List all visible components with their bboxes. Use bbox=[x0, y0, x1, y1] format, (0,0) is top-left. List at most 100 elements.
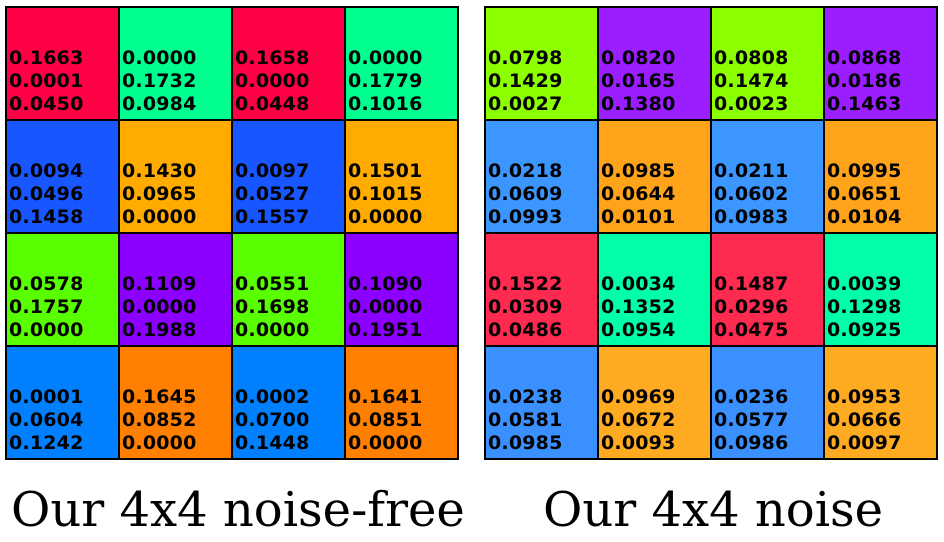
cell-value: 0.0496 bbox=[9, 183, 84, 205]
cell-value: 0.1663 bbox=[9, 47, 84, 69]
cell-value: 0.0984 bbox=[122, 93, 197, 115]
cell-value: 0.0000 bbox=[235, 70, 310, 92]
cell-value: 0.0527 bbox=[235, 183, 310, 205]
grid-cell: 0.0218 0.0609 0.0993 bbox=[485, 120, 598, 233]
cell-value: 0.0165 bbox=[601, 70, 676, 92]
grid-cell: 0.0000 0.1732 0.0984 bbox=[119, 7, 232, 120]
grid-cell: 0.0969 0.0672 0.0093 bbox=[598, 346, 711, 459]
cell-value: 0.0094 bbox=[9, 160, 84, 182]
cell-value: 0.0093 bbox=[601, 432, 676, 454]
cell-value: 0.0808 bbox=[714, 47, 789, 69]
cell-value: 0.0995 bbox=[827, 160, 902, 182]
cell-value: 0.0000 bbox=[9, 319, 84, 341]
cell-value: 0.0039 bbox=[827, 273, 902, 295]
cell-value: 0.1448 bbox=[235, 432, 310, 454]
cell-value: 0.1501 bbox=[348, 160, 423, 182]
cell-value: 0.0851 bbox=[348, 409, 423, 431]
grid-cell: 0.0868 0.0186 0.1463 bbox=[824, 7, 937, 120]
grid-cell: 0.1641 0.0851 0.0000 bbox=[345, 346, 458, 459]
grid-cell: 0.0578 0.1757 0.0000 bbox=[6, 233, 119, 346]
cell-value: 0.0953 bbox=[827, 386, 902, 408]
grid-cell: 0.0034 0.1352 0.0954 bbox=[598, 233, 711, 346]
cell-value: 0.1645 bbox=[122, 386, 197, 408]
noise-caption: Our 4x4 noise bbox=[543, 482, 884, 538]
cell-value: 0.0000 bbox=[348, 206, 423, 228]
grid-cell: 0.0985 0.0644 0.0101 bbox=[598, 120, 711, 233]
cell-value: 0.0027 bbox=[488, 93, 563, 115]
cell-value: 0.1429 bbox=[488, 70, 563, 92]
cell-value: 0.1463 bbox=[827, 93, 902, 115]
cell-value: 0.0236 bbox=[714, 386, 789, 408]
grid-cell: 0.0551 0.1698 0.0000 bbox=[232, 233, 345, 346]
cell-value: 0.1698 bbox=[235, 296, 310, 318]
cell-value: 0.0000 bbox=[122, 432, 197, 454]
grid-cell: 0.1663 0.0001 0.0450 bbox=[6, 7, 119, 120]
cell-value: 0.0296 bbox=[714, 296, 789, 318]
cell-value: 0.0986 bbox=[714, 432, 789, 454]
grid-cell: 0.1658 0.0000 0.0448 bbox=[232, 7, 345, 120]
grid-cell: 0.0094 0.0496 0.1458 bbox=[6, 120, 119, 233]
cell-value: 0.0672 bbox=[601, 409, 676, 431]
cell-value: 0.0551 bbox=[235, 273, 310, 295]
cell-value: 0.1298 bbox=[827, 296, 902, 318]
grid-cell: 0.0953 0.0666 0.0097 bbox=[824, 346, 937, 459]
cell-value: 0.1090 bbox=[348, 273, 423, 295]
cell-value: 0.1109 bbox=[122, 273, 197, 295]
cell-value: 0.1757 bbox=[9, 296, 84, 318]
cell-value: 0.0309 bbox=[488, 296, 563, 318]
noise-grid: 0.0798 0.1429 0.0027 0.0820 0.0165 0.1380 0.08… bbox=[484, 6, 938, 460]
grid-cells: 0.0798 0.1429 0.0027 0.0820 0.0165 0.1380 0.08… bbox=[485, 7, 937, 459]
cell-value: 0.0644 bbox=[601, 183, 676, 205]
cell-value: 0.0965 bbox=[122, 183, 197, 205]
grid-cell: 0.1487 0.0296 0.0475 bbox=[711, 233, 824, 346]
cell-value: 0.0238 bbox=[488, 386, 563, 408]
grid-cell: 0.0001 0.0604 0.1242 bbox=[6, 346, 119, 459]
cell-value: 0.0577 bbox=[714, 409, 789, 431]
cell-value: 0.0985 bbox=[488, 432, 563, 454]
cell-value: 0.0969 bbox=[601, 386, 676, 408]
grid-cell: 0.0995 0.0651 0.0104 bbox=[824, 120, 937, 233]
cell-value: 0.0000 bbox=[122, 296, 197, 318]
cell-value: 0.1474 bbox=[714, 70, 789, 92]
cell-value: 0.0097 bbox=[235, 160, 310, 182]
cell-value: 0.0023 bbox=[714, 93, 789, 115]
grid-cell: 0.1430 0.0965 0.0000 bbox=[119, 120, 232, 233]
cell-value: 0.0000 bbox=[122, 47, 197, 69]
grid-cell: 0.0236 0.0577 0.0986 bbox=[711, 346, 824, 459]
grid-cell: 0.0238 0.0581 0.0985 bbox=[485, 346, 598, 459]
cell-value: 0.1430 bbox=[122, 160, 197, 182]
cell-value: 0.0475 bbox=[714, 319, 789, 341]
cell-value: 0.0820 bbox=[601, 47, 676, 69]
grid-cell: 0.0211 0.0602 0.0983 bbox=[711, 120, 824, 233]
cell-value: 0.0001 bbox=[9, 386, 84, 408]
cell-value: 0.1779 bbox=[348, 70, 423, 92]
cell-value: 0.0186 bbox=[827, 70, 902, 92]
cell-value: 0.0798 bbox=[488, 47, 563, 69]
cell-value: 0.0983 bbox=[714, 206, 789, 228]
cell-value: 0.0651 bbox=[827, 183, 902, 205]
cell-value: 0.0101 bbox=[601, 206, 676, 228]
cell-value: 0.1487 bbox=[714, 273, 789, 295]
grid-cell: 0.0039 0.1298 0.0925 bbox=[824, 233, 937, 346]
cell-value: 0.0000 bbox=[122, 206, 197, 228]
cell-value: 0.0000 bbox=[348, 47, 423, 69]
cell-value: 0.0609 bbox=[488, 183, 563, 205]
cell-value: 0.0578 bbox=[9, 273, 84, 295]
cell-value: 0.0001 bbox=[9, 70, 84, 92]
grid-cell: 0.0798 0.1429 0.0027 bbox=[485, 7, 598, 120]
noise-free-caption: Our 4x4 noise-free bbox=[11, 482, 465, 538]
cell-value: 0.0852 bbox=[122, 409, 197, 431]
cell-value: 0.0954 bbox=[601, 319, 676, 341]
cell-value: 0.0700 bbox=[235, 409, 310, 431]
cell-value: 0.1522 bbox=[488, 273, 563, 295]
cell-value: 0.0450 bbox=[9, 93, 84, 115]
cell-value: 0.0034 bbox=[601, 273, 676, 295]
cell-value: 0.1988 bbox=[122, 319, 197, 341]
cell-value: 0.0000 bbox=[235, 319, 310, 341]
cell-value: 0.0602 bbox=[714, 183, 789, 205]
cell-value: 0.1732 bbox=[122, 70, 197, 92]
cell-value: 0.1380 bbox=[601, 93, 676, 115]
cell-value: 0.1242 bbox=[9, 432, 84, 454]
cell-value: 0.1015 bbox=[348, 183, 423, 205]
cell-value: 0.0000 bbox=[348, 296, 423, 318]
